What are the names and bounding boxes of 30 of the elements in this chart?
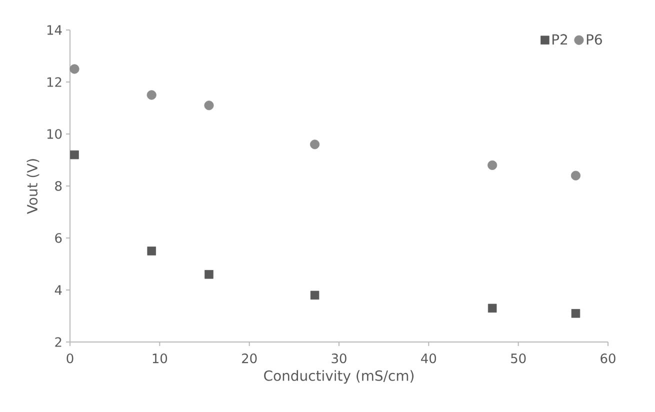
x-tick-label: 30 [332,353,346,364]
x-axis-title: Conductivity (mS/cm) [264,370,414,384]
y-tick-label: 8 [55,181,62,191]
y-axis-title: Vout (V) [26,159,40,214]
y-tick-label: 4 [54,285,62,295]
point [147,246,156,256]
y-tick-label: 14 [47,25,62,35]
y-tick-label: 10 [47,129,62,139]
x-tick-label: 50 [511,353,526,364]
legend-label: P2 [552,34,568,45]
y-tick-label: 2 [55,337,62,347]
x-tick-label: 20 [242,353,257,364]
x-tick-label: 0 [66,353,74,364]
point [488,304,497,313]
point [70,150,79,160]
point [146,90,156,100]
y-tick-label: 6 [55,233,62,243]
legend-label: P6 [586,34,602,45]
point [204,100,214,110]
point [204,270,214,279]
point [310,290,320,300]
point [571,309,580,318]
x-tick-label: 40 [421,353,436,364]
x-tick-label: 10 [152,353,168,364]
point [570,170,581,180]
point [70,64,80,74]
point [488,160,498,170]
x-tick-label: 60 [600,353,616,364]
y-tick-label: 12 [47,77,62,87]
point [310,140,320,150]
